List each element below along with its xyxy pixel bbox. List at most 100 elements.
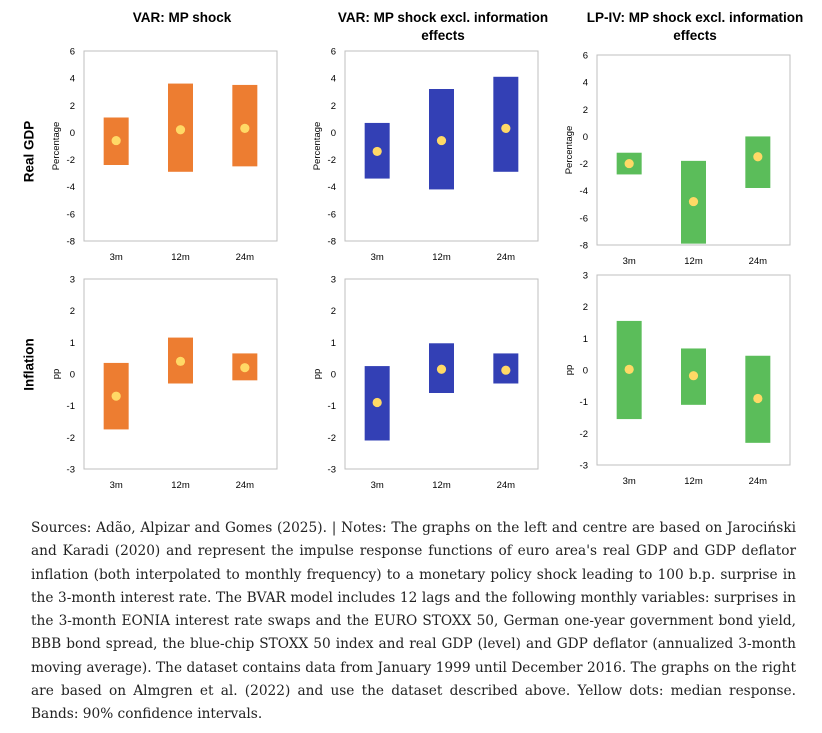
figure-notes: Sources: Adão, Alpizar and Gomes (2025).… bbox=[31, 520, 796, 723]
median-dot bbox=[111, 135, 121, 146]
x-tick-label: 12m bbox=[171, 480, 190, 491]
y-axis-label: Percentage bbox=[51, 122, 62, 171]
median-dot bbox=[240, 123, 250, 133]
column-title-var-excl: VAR: MP shock excl. information effects bbox=[337, 10, 549, 43]
y-tick-label: -1 bbox=[67, 401, 75, 412]
median-dot bbox=[501, 123, 511, 133]
median-dot bbox=[240, 363, 250, 373]
y-tick-label: 1 bbox=[70, 338, 75, 349]
y-tick-label: 6 bbox=[70, 47, 75, 58]
y-tick-label: 0 bbox=[331, 128, 336, 139]
row-label-inflation: Inflation bbox=[21, 338, 37, 391]
y-tick-label: 4 bbox=[70, 74, 75, 85]
y-tick-label: 2 bbox=[331, 306, 336, 317]
y-tick-label: -2 bbox=[580, 429, 588, 440]
median-dot bbox=[753, 393, 763, 404]
chart-lpiv-infl: 3 2 1 0 -1 -2 -3 pp 3m 12m 24m bbox=[564, 271, 791, 487]
column-title-var: VAR: MP shock bbox=[132, 10, 232, 25]
median-dot bbox=[372, 146, 382, 157]
chart-panel-var-excl-gdp: 6 4 2 0 -2 -4 -6 -8 Percentage 3m 12m 24m bbox=[305, 43, 545, 268]
y-tick-label: -3 bbox=[67, 465, 75, 476]
median-dot bbox=[111, 391, 121, 401]
median-dot bbox=[175, 125, 186, 135]
row-label-real-gdp: Real GDP bbox=[21, 120, 37, 183]
column-title-lpiv: LP-IV: MP shock excl. information effect… bbox=[586, 10, 804, 43]
y-tick-label: 3 bbox=[583, 271, 588, 282]
y-tick-label: -6 bbox=[580, 213, 588, 224]
median-dot bbox=[436, 364, 447, 374]
y-tick-label: -6 bbox=[67, 209, 75, 220]
x-tick-label: 12m bbox=[432, 480, 451, 491]
chart-var-excl-infl: 3 2 1 0 -1 -2 -3 pp 3m 12m 24m bbox=[312, 275, 539, 491]
y-tick-label: -8 bbox=[580, 241, 588, 252]
y-tick-label: -4 bbox=[580, 186, 588, 197]
x-tick-label: 3m bbox=[110, 480, 123, 491]
y-tick-label: -2 bbox=[580, 159, 588, 170]
chart-lpiv-gdp: 6 4 2 0 -2 -4 -6 -8 Percentage 3m 12m 24m bbox=[564, 51, 791, 267]
y-tick-label: 4 bbox=[583, 78, 588, 89]
y-tick-label: 2 bbox=[583, 105, 588, 116]
y-tick-label: -4 bbox=[328, 182, 336, 193]
y-axis-label: Percentage bbox=[312, 122, 323, 171]
x-tick-label: 3m bbox=[110, 252, 123, 263]
y-tick-label: -6 bbox=[328, 209, 336, 220]
chart-var-excl-gdp: 6 4 2 0 -2 -4 -6 -8 Percentage 3m 12m 24m bbox=[312, 47, 539, 263]
median-dot bbox=[624, 158, 634, 169]
y-tick-label: -8 bbox=[67, 237, 75, 248]
y-tick-label: 6 bbox=[331, 47, 336, 58]
chart-panel-lpiv-gdp: 6 4 2 0 -2 -4 -6 -8 Percentage 3m 12m 24m bbox=[557, 47, 797, 272]
y-tick-label: 0 bbox=[583, 132, 588, 143]
x-tick-label: 12m bbox=[684, 476, 703, 487]
y-tick-label: 4 bbox=[331, 74, 336, 85]
y-tick-label: 3 bbox=[70, 275, 75, 286]
y-tick-label: 1 bbox=[583, 334, 588, 345]
y-tick-label: -2 bbox=[67, 433, 75, 444]
y-tick-label: 2 bbox=[70, 101, 75, 112]
median-dot bbox=[436, 135, 447, 146]
y-tick-label: 0 bbox=[70, 370, 75, 381]
y-tick-label: 2 bbox=[331, 101, 336, 112]
chart-var-gdp: 6 4 2 0 -2 -4 -6 -8 Percentage 3m 12m 24m bbox=[51, 47, 278, 263]
y-axis-label: pp bbox=[564, 365, 575, 376]
y-tick-label: 1 bbox=[331, 338, 336, 349]
x-tick-label: 24m bbox=[497, 252, 516, 263]
y-tick-label: 2 bbox=[583, 302, 588, 313]
x-tick-label: 12m bbox=[171, 252, 190, 263]
y-tick-label: -4 bbox=[67, 182, 75, 193]
y-axis-label: Percentage bbox=[564, 126, 575, 175]
y-tick-label: -1 bbox=[580, 397, 588, 408]
median-dot bbox=[175, 356, 186, 366]
chart-panel-var-excl-infl: 3 2 1 0 -1 -2 -3 pp 3m 12m 24m bbox=[305, 271, 545, 496]
x-tick-label: 24m bbox=[749, 256, 768, 267]
y-tick-label: 6 bbox=[583, 51, 588, 62]
median-dot bbox=[688, 371, 699, 381]
y-tick-label: 2 bbox=[70, 306, 75, 317]
y-tick-label: 3 bbox=[331, 275, 336, 286]
x-tick-label: 24m bbox=[749, 476, 768, 487]
y-tick-label: -2 bbox=[328, 155, 336, 166]
median-dot bbox=[688, 196, 699, 207]
x-tick-label: 12m bbox=[432, 252, 451, 263]
median-dot bbox=[372, 397, 382, 408]
median-dot bbox=[501, 365, 511, 375]
x-tick-label: 3m bbox=[623, 476, 636, 487]
x-tick-label: 12m bbox=[684, 256, 703, 267]
y-tick-label: -3 bbox=[328, 465, 336, 476]
y-tick-label: 0 bbox=[70, 128, 75, 139]
chart-panel-lpiv-infl: 3 2 1 0 -1 -2 -3 pp 3m 12m 24m bbox=[557, 267, 797, 492]
x-tick-label: 24m bbox=[497, 480, 516, 491]
x-tick-label: 3m bbox=[623, 256, 636, 267]
y-axis-label: pp bbox=[51, 369, 62, 380]
median-dot bbox=[753, 152, 763, 162]
y-tick-label: 0 bbox=[583, 366, 588, 377]
y-tick-label: -8 bbox=[328, 237, 336, 248]
y-tick-label: -2 bbox=[67, 155, 75, 166]
x-tick-label: 24m bbox=[236, 480, 255, 491]
chart-panel-var-infl: 3 2 1 0 -1 -2 -3 pp 3m 12m 24m bbox=[44, 271, 284, 496]
y-tick-label: -1 bbox=[328, 401, 336, 412]
x-tick-label: 3m bbox=[371, 252, 384, 263]
y-axis-label: pp bbox=[312, 369, 323, 380]
chart-var-infl: 3 2 1 0 -1 -2 -3 pp 3m 12m 24m bbox=[51, 275, 278, 491]
y-tick-label: -2 bbox=[328, 433, 336, 444]
median-dot bbox=[624, 364, 634, 374]
